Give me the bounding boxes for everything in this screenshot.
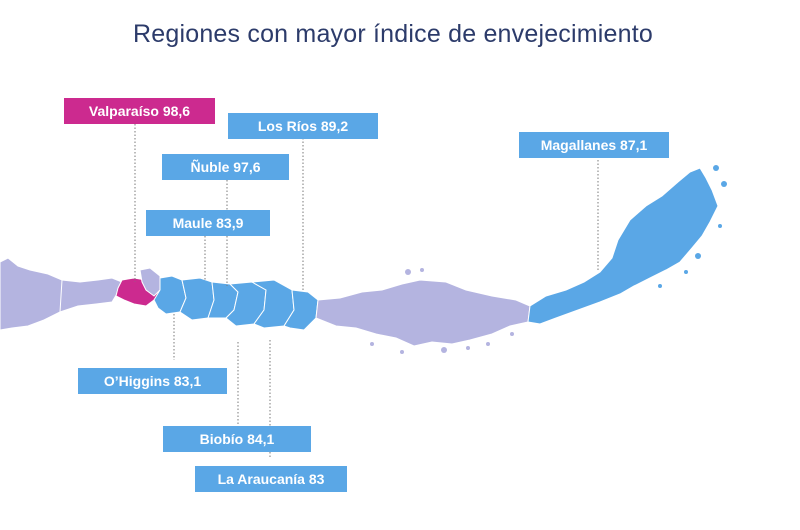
label-magallanes: Magallanes 87,1: [519, 132, 669, 158]
region-maule: [179, 277, 215, 321]
magallanes-islands: [658, 165, 727, 288]
label-maule: Maule 83,9: [146, 210, 270, 236]
region-metropolitana: [139, 267, 161, 297]
label-valparaiso: Valparaíso 98,6: [64, 98, 215, 124]
map-title: Regiones con mayor índice de envejecimie…: [133, 20, 654, 48]
region-los-rios: [283, 289, 319, 331]
region-magallanes: [527, 167, 719, 325]
label-biobio: Biobío 84,1: [163, 426, 311, 452]
label-los-rios: Los Ríos 89,2: [228, 113, 378, 139]
label-la-araucania: La Araucanía 83: [195, 466, 347, 492]
region-boundary-line: [59, 279, 63, 313]
region-los-lagos-aysen: [315, 279, 531, 347]
label-ohiggins: O’Higgins 83,1: [78, 368, 227, 394]
label-nuble: Ñuble 97,6: [162, 154, 289, 180]
region-la-araucania: [250, 279, 295, 329]
island-speckles: [370, 268, 514, 354]
